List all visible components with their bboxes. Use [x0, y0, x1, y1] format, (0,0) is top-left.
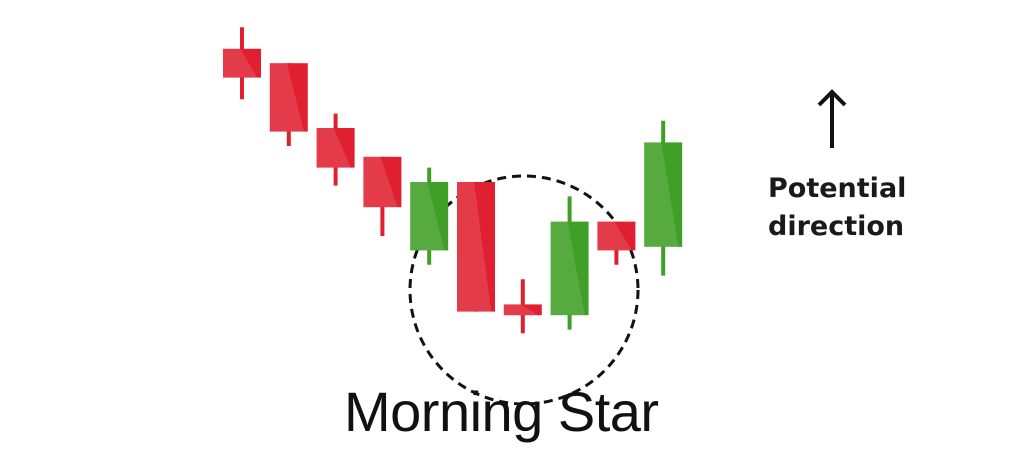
candle-sheen: [223, 48, 258, 78]
candle-sheen: [316, 128, 351, 168]
candle-body: [410, 182, 449, 251]
candle-3: [316, 113, 355, 186]
candle-body: [644, 142, 683, 247]
note-line-1: Potential: [768, 173, 907, 204]
up-arrow-icon: [817, 89, 847, 148]
candle-5: [410, 167, 449, 265]
candle-9: [597, 221, 636, 265]
candle-body: [269, 63, 308, 132]
candle-sheen: [457, 182, 492, 312]
candle-sheen: [410, 182, 445, 251]
candle-4: [363, 156, 402, 236]
candle-body: [363, 156, 402, 208]
candle-7: [503, 279, 542, 334]
candle-body: [597, 221, 636, 251]
candle-2: [269, 63, 308, 146]
candle-1: [223, 27, 261, 100]
highlight-circle: [408, 174, 640, 406]
candle-sheen: [503, 304, 538, 316]
candle-body: [550, 221, 589, 316]
candle-body: [457, 182, 495, 312]
potential-direction-note: Potential direction: [768, 170, 906, 246]
candle-sheen: [597, 221, 632, 251]
candle-sheen: [269, 63, 304, 132]
candle-sheen: [363, 156, 398, 208]
candle-body: [503, 304, 542, 316]
note-line-2: direction: [768, 211, 905, 242]
candle-8: [550, 196, 589, 330]
candle-6: [457, 182, 495, 312]
candle-body: [316, 128, 355, 168]
candle-sheen: [550, 221, 585, 316]
chart-title: Morning Star: [344, 380, 659, 443]
candle-body: [223, 48, 261, 78]
candle-sheen: [644, 142, 679, 247]
candle-10: [644, 120, 683, 276]
